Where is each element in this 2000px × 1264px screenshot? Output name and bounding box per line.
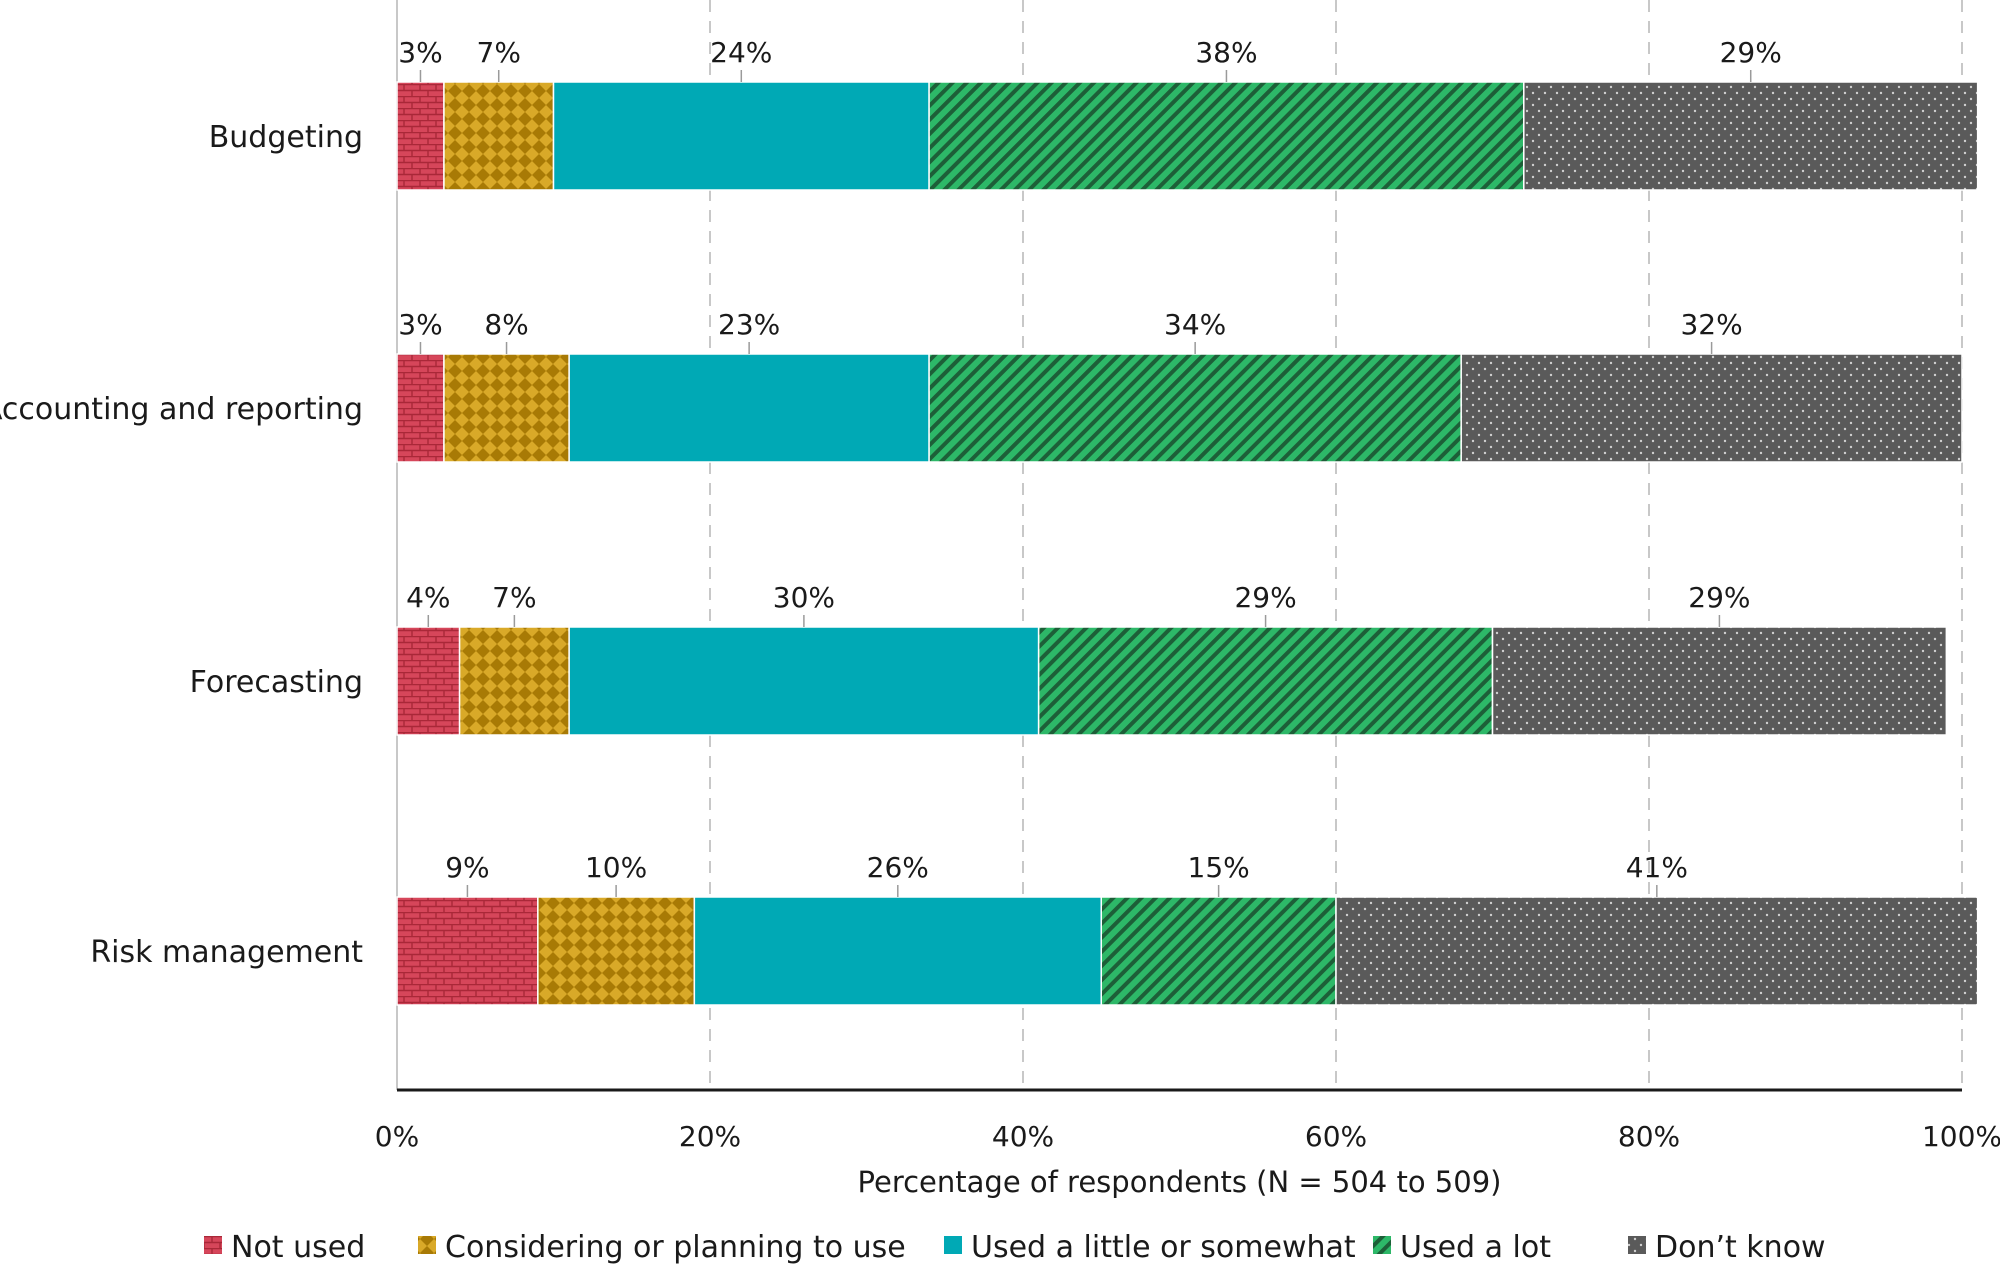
legend-swatch: [944, 1236, 962, 1254]
x-tick-label: 40%: [992, 1120, 1054, 1153]
data-label: 24%: [710, 36, 772, 69]
legend-swatch: [418, 1236, 436, 1254]
data-label: 29%: [1234, 581, 1296, 614]
data-label: 26%: [867, 851, 929, 884]
data-label: 23%: [718, 308, 780, 341]
bar-segment: [443, 353, 570, 463]
data-label: 29%: [1720, 36, 1782, 69]
data-label: 3%: [398, 36, 442, 69]
legend-swatch: [1628, 1236, 1646, 1254]
legend-label: Used a little or somewhat: [971, 1230, 1356, 1264]
data-label: 10%: [585, 851, 647, 884]
legend-swatch: [204, 1236, 222, 1254]
bar-segment: [443, 81, 555, 191]
bar-segment: [396, 626, 461, 736]
data-label: 15%: [1188, 851, 1250, 884]
data-label: 32%: [1680, 308, 1742, 341]
bar-segment: [396, 81, 445, 191]
data-label: 30%: [773, 581, 835, 614]
x-tick-label: 80%: [1618, 1120, 1680, 1153]
category-label: Risk management: [90, 935, 363, 970]
data-labels: Budgeting 3% 7% 24% 38% 29% Accounting and rep…: [0, 36, 1782, 970]
data-label: 7%: [492, 581, 536, 614]
x-tick-label: 60%: [1305, 1120, 1367, 1153]
data-label: 7%: [477, 36, 521, 69]
bar-segment: [693, 896, 1102, 1006]
legend-swatch: [1373, 1236, 1391, 1254]
bar-segment: [568, 626, 1040, 736]
x-tick-label: 20%: [679, 1120, 741, 1153]
x-axis-title: Percentage of respondents (N = 504 to 50…: [858, 1165, 1502, 1199]
x-tick-label: 0%: [375, 1120, 419, 1153]
bar-segment: [458, 626, 570, 736]
bar-segment: [1335, 896, 1979, 1006]
bar-segment: [1037, 626, 1494, 736]
bar-segment: [1523, 81, 1979, 191]
category-label: Accounting and reporting: [0, 392, 363, 427]
bar-segment: [396, 896, 539, 1006]
category-label: Forecasting: [190, 665, 363, 700]
bar-segment: [1460, 353, 1963, 463]
legend: Not used Considering or planning to use Us…: [204, 1230, 1826, 1264]
data-label: 4%: [406, 581, 450, 614]
bar-segment: [396, 353, 445, 463]
data-label: 8%: [484, 308, 528, 341]
x-axis: 0% 20% 40% 60% 80% 100%: [375, 1088, 2000, 1153]
legend-label: Not used: [231, 1230, 365, 1264]
bar-segment: [928, 81, 1525, 191]
data-label: 29%: [1688, 581, 1750, 614]
bar-segment: [537, 896, 696, 1006]
legend-label: Used a lot: [1400, 1230, 1551, 1264]
x-tick-label: 100%: [1922, 1120, 2000, 1153]
bars: [396, 81, 1979, 1006]
bar-segment: [1100, 896, 1337, 1006]
category-label: Budgeting: [209, 120, 363, 155]
data-label: 38%: [1195, 36, 1257, 69]
legend-label: Considering or planning to use: [445, 1230, 906, 1264]
bar-segment: [1491, 626, 1948, 736]
legend-label: Don’t know: [1655, 1230, 1826, 1264]
bar-segment: [928, 353, 1462, 463]
data-label: 41%: [1626, 851, 1688, 884]
data-label: 3%: [398, 308, 442, 341]
bar-segment: [568, 353, 930, 463]
bar-segment: [552, 81, 930, 191]
data-label: 9%: [445, 851, 489, 884]
data-label: 34%: [1164, 308, 1226, 341]
